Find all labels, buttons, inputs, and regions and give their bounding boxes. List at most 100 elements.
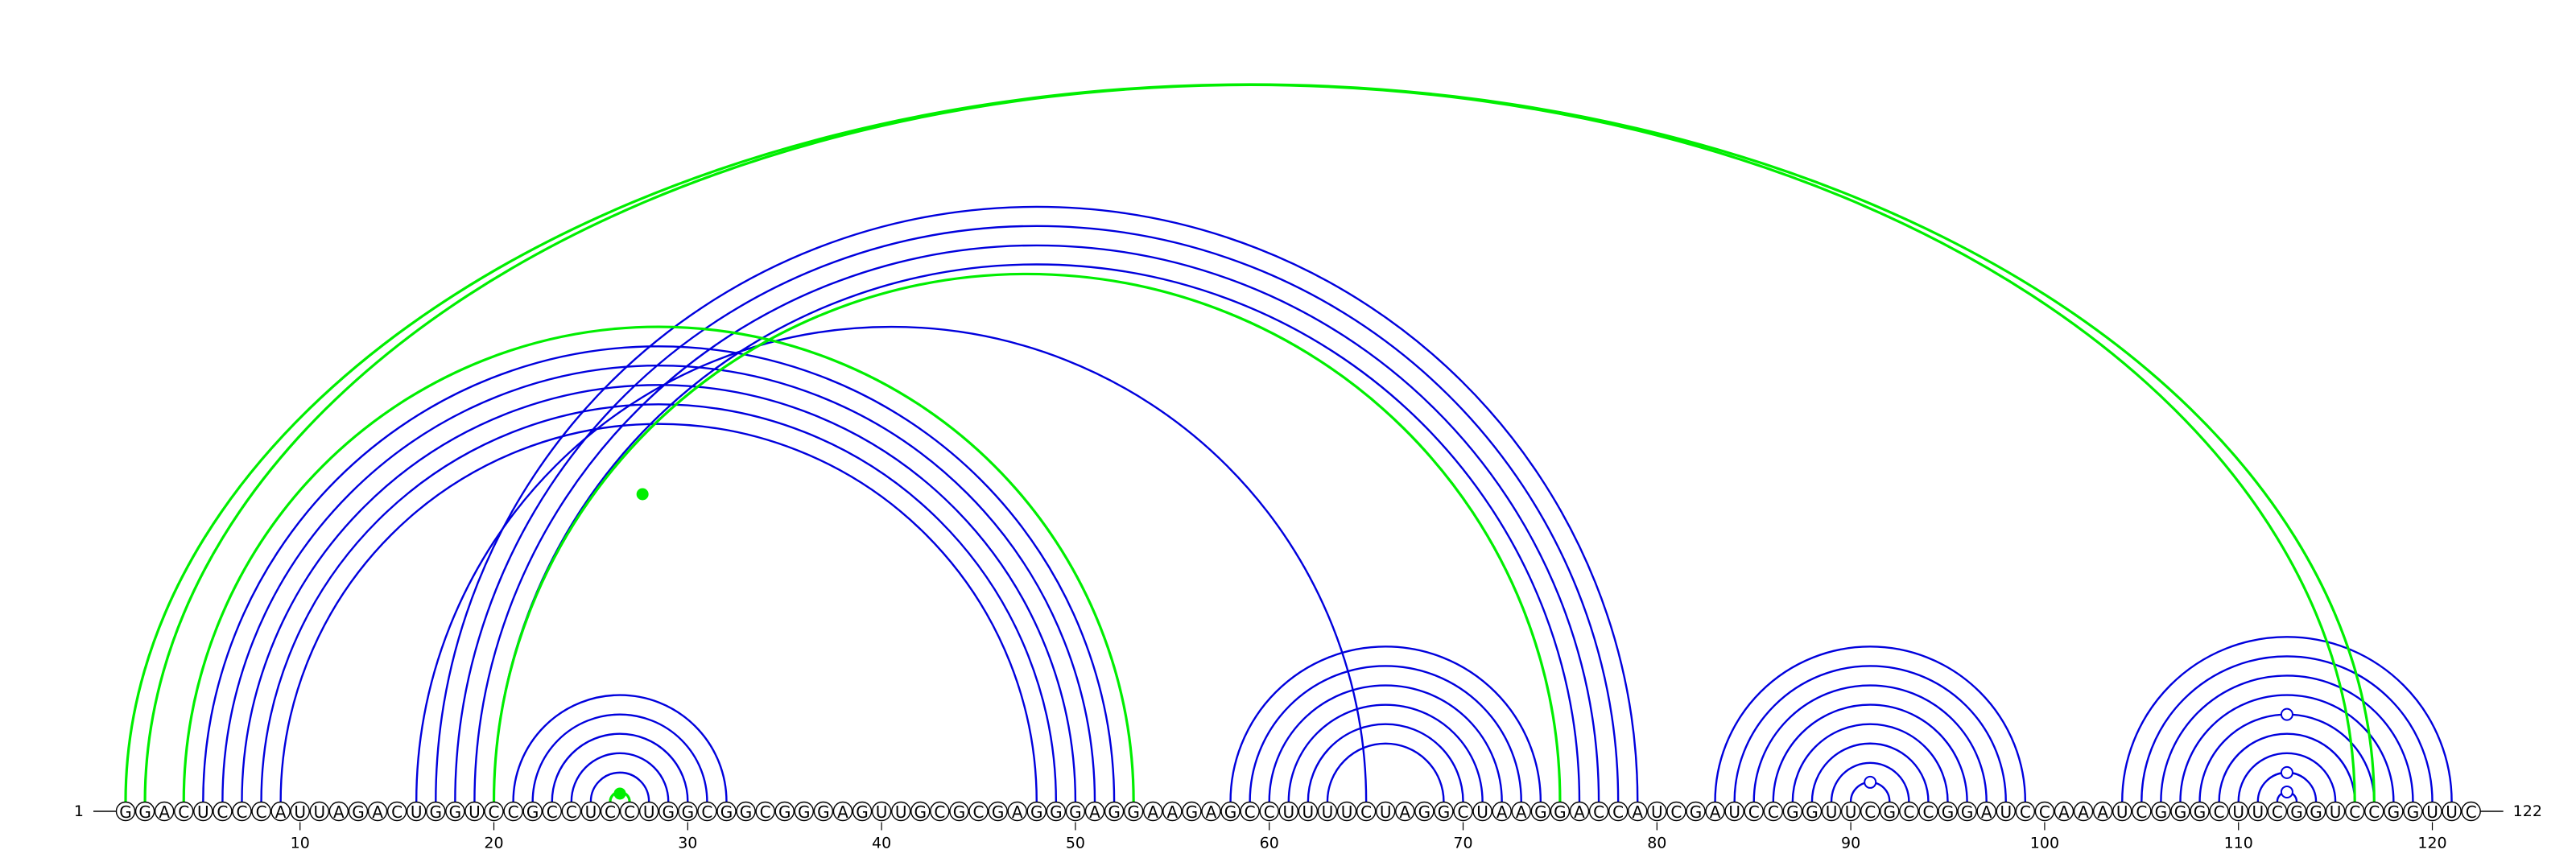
nucleotide: C: [1588, 801, 1609, 822]
nucleotide: G: [1220, 801, 1241, 822]
nucleotide-letter: U: [895, 802, 907, 822]
nucleotide: U: [1298, 801, 1319, 822]
tick-label: 110: [2224, 835, 2253, 852]
nucleotide: G: [1938, 801, 1958, 822]
nucleotide-circle: [619, 801, 640, 822]
nucleotide: G: [1686, 801, 1706, 822]
nucleotide: G: [426, 801, 446, 822]
nucleotide: C: [1240, 801, 1260, 822]
nucleotide-letter: C: [1458, 802, 1469, 822]
nucleotide-circle: [2403, 801, 2423, 822]
nucleotide-circle: [1259, 801, 1279, 822]
nucleotide: G: [1026, 801, 1046, 822]
nucleotide-circle: [1434, 801, 1454, 822]
nucleotide: C: [1763, 801, 1784, 822]
base-pair-arc-18-78: [454, 225, 1620, 802]
nucleotide-letter: U: [2446, 802, 2458, 822]
nucleotide-letter: C: [1593, 802, 1604, 822]
nucleotide-circle: [1666, 801, 1686, 822]
pair-markers: [613, 488, 2293, 800]
nucleotide: U: [2442, 801, 2462, 822]
nucleotide: A: [1007, 801, 1027, 822]
nucleotide-letter: U: [294, 802, 306, 822]
nucleotide-circle: [2325, 801, 2346, 822]
nucleotide-letter: U: [1302, 802, 1315, 822]
nucleotide-circle: [1918, 801, 1938, 822]
nucleotide-circle: [2112, 801, 2132, 822]
nucleotide-letter: A: [1089, 802, 1100, 822]
nucleotide-circle: [1162, 801, 1183, 822]
pair-marker-hollow: [2280, 785, 2293, 798]
nucleotide: C: [968, 801, 989, 822]
nucleotide-circle: [2170, 801, 2190, 822]
nucleotide-circle: [600, 801, 621, 822]
nucleotide: U: [1724, 801, 1744, 822]
tick-label: 120: [2417, 835, 2446, 852]
nucleotide-letter: U: [2000, 802, 2012, 822]
nucleotide-letter: U: [2232, 802, 2244, 822]
nucleotide: U: [890, 801, 911, 822]
nucleotide-circle: [736, 801, 756, 822]
base-pair-arc-60-72: [1268, 684, 1503, 802]
base-pair-arc-6-51: [221, 365, 1096, 802]
nucleotide: G: [134, 801, 155, 822]
nucleotide-circle: [658, 801, 679, 822]
base-pair-arc-105-120: [2140, 655, 2434, 802]
nucleotide-circle: [1143, 801, 1163, 822]
nucleotide: A: [1143, 801, 1163, 822]
nucleotide-circle: [542, 801, 562, 822]
arc-stroke-outer: [182, 325, 1135, 802]
nucleotide-letter: G: [1942, 802, 1955, 822]
noncanonical-arc-4-53: [182, 325, 1135, 802]
nucleotide-letter: C: [760, 802, 771, 822]
nucleotide-letter: C: [2368, 802, 2380, 822]
nucleotide-letter: C: [701, 802, 712, 822]
nucleotide-letter: A: [1710, 802, 1721, 822]
base-pair-arc-19-77: [473, 244, 1600, 802]
tick-110: 110: [2224, 822, 2253, 852]
nucleotide: C: [697, 801, 717, 822]
nucleotide-letter: A: [1516, 802, 1527, 822]
nucleotide: U: [1336, 801, 1357, 822]
nucleotide-circle: [2054, 801, 2074, 822]
nucleotide-circle: [1724, 801, 1744, 822]
nucleotide-circle: [2190, 801, 2210, 822]
nucleotide: C: [2209, 801, 2229, 822]
nucleotide-letter: C: [934, 802, 945, 822]
nucleotide-circle: [115, 801, 136, 822]
nucleotide-circle: [1938, 801, 1958, 822]
nucleotide-circle: [1298, 801, 1319, 822]
tick-label: 20: [484, 835, 503, 852]
base-pair-arc-109-116: [2218, 732, 2356, 802]
nucleotide: G: [794, 801, 814, 822]
nucleotide: G: [716, 801, 737, 822]
nucleotide-circle: [1899, 801, 1919, 822]
nucleotide: G: [910, 801, 931, 822]
nucleotide-letter: G: [1418, 802, 1431, 822]
nucleotide-circle: [407, 801, 427, 822]
base-pair-arc-110-115: [2237, 752, 2337, 802]
nucleotide-circle: [484, 801, 504, 822]
nucleotide-letter: U: [1476, 802, 1488, 822]
tick-70: 70: [1453, 822, 1473, 852]
nucleotide: G: [2170, 801, 2190, 822]
nucleotide: G: [736, 801, 756, 822]
nucleotide: G: [852, 801, 873, 822]
nucleotide: A: [2092, 801, 2113, 822]
nucleotide-circle: [1007, 801, 1027, 822]
nucleotide-letter: U: [1728, 802, 1740, 822]
nucleotide-circle: [890, 801, 911, 822]
arc-stroke-outer: [124, 83, 2376, 802]
nucleotide-circle: [1395, 801, 1415, 822]
nucleotide: G: [1104, 801, 1125, 822]
nucleotide-letter: U: [1845, 802, 1857, 822]
base-pair-arc-7-50: [241, 384, 1077, 802]
nucleotide-circle: [1375, 801, 1396, 822]
nucleotide-circle: [348, 801, 369, 822]
nucleotide-circle: [2286, 801, 2307, 822]
nucleotide-letter: U: [469, 802, 481, 822]
nucleotide-letter: G: [1108, 802, 1121, 822]
nucleotide-letter: A: [372, 802, 383, 822]
nucleotide: C: [755, 801, 775, 822]
nucleotide-letter: G: [2290, 802, 2303, 822]
